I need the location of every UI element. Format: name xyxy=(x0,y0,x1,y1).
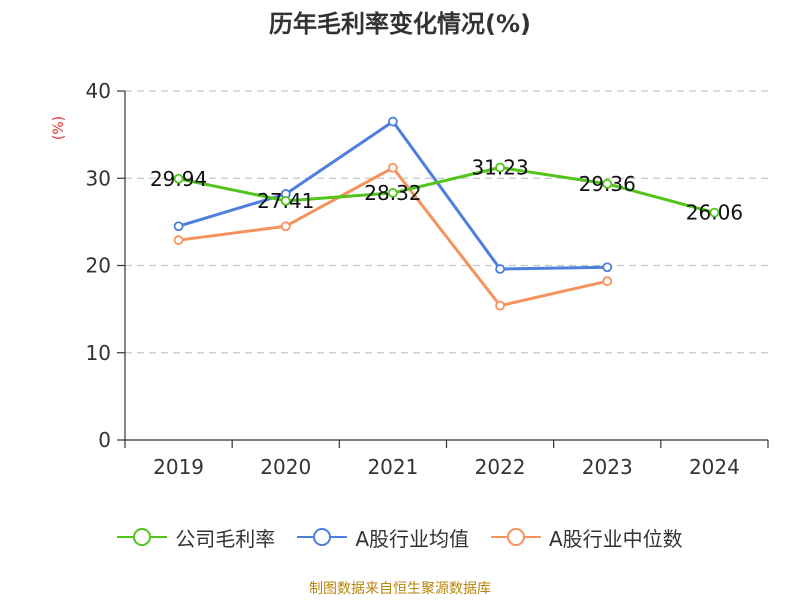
series-2 xyxy=(173,162,613,311)
data-label: 31.23 xyxy=(471,156,528,180)
x-tick-label: 2020 xyxy=(260,455,311,479)
x-tick-label: 2021 xyxy=(367,455,418,479)
data-point xyxy=(602,262,613,273)
legend-marker-company xyxy=(117,528,168,546)
data-label: 27.41 xyxy=(257,189,314,213)
legend-item-industry-mean[interactable]: A股行业均值 xyxy=(297,523,469,552)
grid-layer xyxy=(125,90,768,354)
series-line xyxy=(178,166,715,215)
x-tick-label: 2024 xyxy=(689,455,740,479)
legend-marker-industry-median xyxy=(491,528,541,546)
axis-layer: 0 10 20 30 40 (%) 2019 2020 2021 2022 2023 2024 xyxy=(51,79,769,479)
x-tick-label: 2019 xyxy=(153,455,204,479)
data-label: 29.94 xyxy=(150,167,207,191)
series-1 xyxy=(173,116,613,274)
legend-label-industry-median: A股行业中位数 xyxy=(549,526,683,551)
y-tick-label: 0 xyxy=(98,428,111,452)
legend: 公司毛利率 A股行业均值 A股行业中位数 xyxy=(0,520,800,554)
data-source-note: 制图数据来自恒生聚源数据库 xyxy=(309,581,491,597)
data-point xyxy=(495,264,505,274)
data-point xyxy=(495,300,505,311)
data-point xyxy=(388,162,398,173)
legend-marker-industry-mean xyxy=(297,528,348,546)
data-label: 26.06 xyxy=(686,201,743,225)
data-point xyxy=(173,173,184,184)
y-tick-label: 40 xyxy=(86,79,111,103)
x-tick-label: 2022 xyxy=(475,455,526,479)
series-layer xyxy=(173,116,720,311)
y-tick-label: 30 xyxy=(86,166,111,190)
series-0 xyxy=(173,162,720,218)
legend-label-industry-mean: A股行业均值 xyxy=(355,526,469,551)
y-tick-label: 10 xyxy=(86,341,111,365)
data-point xyxy=(388,116,398,127)
chart-title: 历年毛利率变化情况(%) xyxy=(269,10,531,38)
data-label-layer: 29.94 27.41 28.32 31.23 29.36 26.06 xyxy=(150,156,743,225)
data-point xyxy=(495,162,505,173)
data-label: 29.36 xyxy=(579,172,636,196)
data-point xyxy=(602,178,613,189)
y-tick-label: 20 xyxy=(86,254,111,278)
y-axis-unit-label: (%) xyxy=(51,116,67,140)
data-point xyxy=(602,276,613,287)
data-label: 28.32 xyxy=(364,181,421,205)
legend-item-industry-median[interactable]: A股行业中位数 xyxy=(491,523,683,552)
x-tick-label: 2023 xyxy=(582,455,633,479)
data-point xyxy=(388,188,398,198)
legend-label-company: 公司毛利率 xyxy=(175,526,276,551)
data-point xyxy=(280,195,291,206)
data-point xyxy=(709,207,720,218)
data-point xyxy=(173,235,184,246)
data-point xyxy=(173,221,184,232)
legend-item-company[interactable]: 公司毛利率 xyxy=(117,523,275,552)
data-point xyxy=(280,221,291,232)
